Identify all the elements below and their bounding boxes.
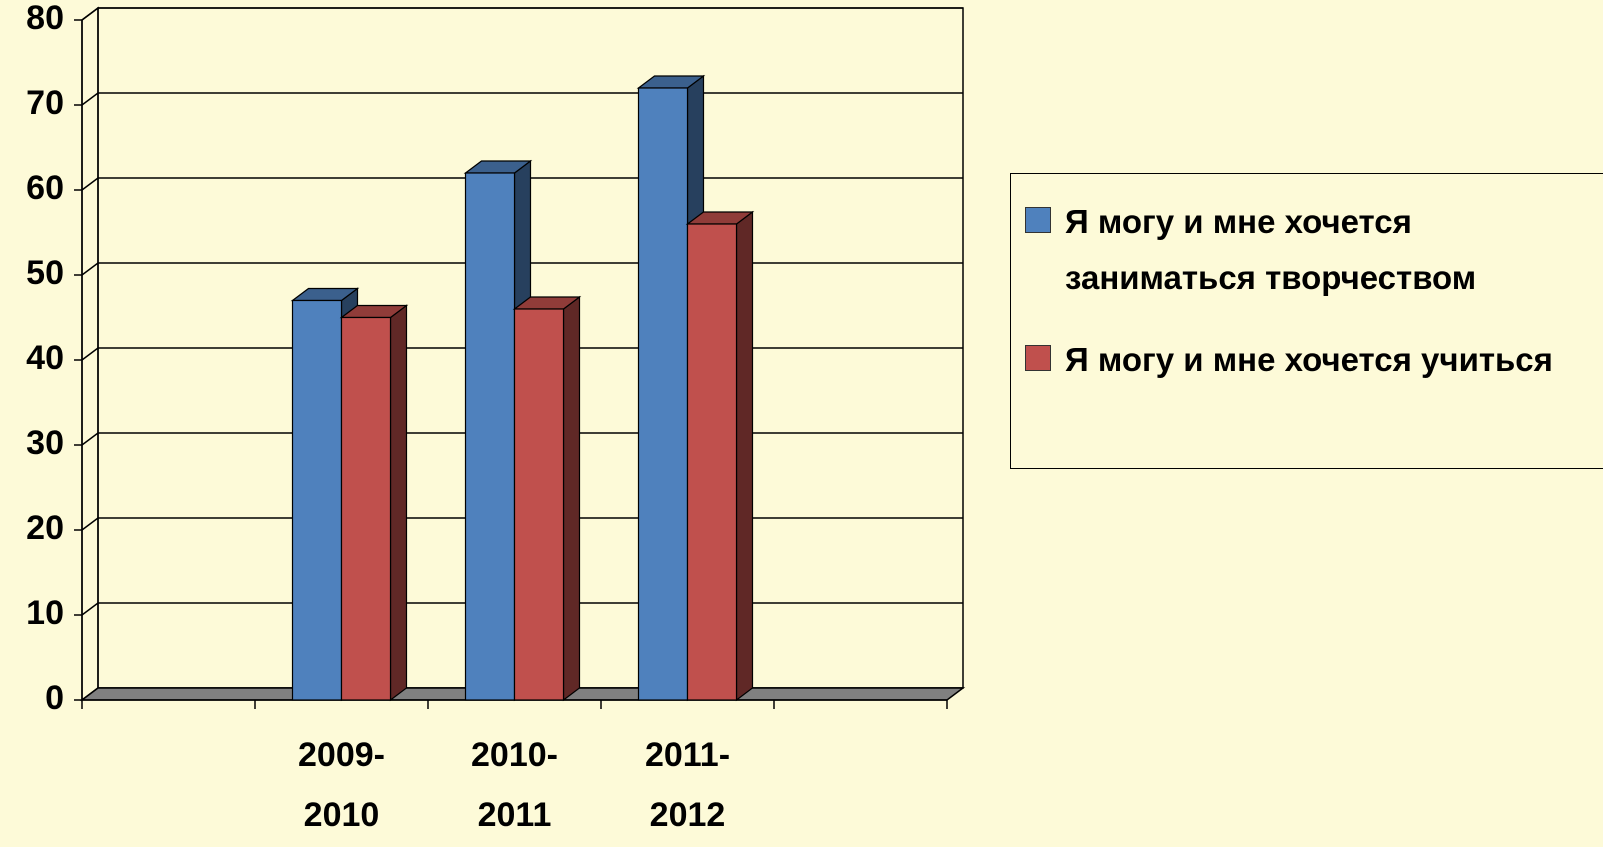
bar-front	[466, 173, 515, 700]
grid-line	[82, 8, 963, 20]
bar	[515, 297, 580, 700]
y-tick-label: 60	[26, 169, 64, 207]
bar-front	[639, 88, 688, 700]
legend-label: Я могу и мне хочется учиться	[1065, 332, 1585, 388]
x-tick-label: 2009- 2010	[255, 725, 428, 845]
bar-side	[564, 297, 580, 700]
legend-label: Я могу и мне хочется заниматься творчест…	[1065, 194, 1585, 306]
legend-swatch	[1025, 207, 1051, 233]
y-tick-label: 20	[26, 509, 64, 547]
x-tick-label: 2011- 2012	[601, 725, 774, 845]
legend: Я могу и мне хочется заниматься творчест…	[1010, 173, 1603, 469]
page: 0 10 20 30 40 50 60 70 80 Я могу и мне хочется з…	[0, 0, 1603, 847]
y-tick-label: 40	[26, 339, 64, 377]
bar	[688, 212, 753, 700]
bar-side	[391, 306, 407, 701]
bar-front	[515, 309, 564, 700]
bar-front	[688, 224, 737, 700]
bar-front	[293, 301, 342, 701]
y-tick-label: 30	[26, 424, 64, 462]
x-tick-label: 2010- 2011	[428, 725, 601, 845]
bar-side	[737, 212, 753, 700]
bar-front	[342, 318, 391, 701]
grid-line	[82, 93, 963, 105]
y-tick-label: 50	[26, 254, 64, 292]
y-tick-label: 80	[26, 0, 64, 37]
y-tick-label: 10	[26, 594, 64, 632]
y-tick-label: 0	[45, 679, 64, 717]
bar	[342, 306, 407, 701]
y-tick-label: 70	[26, 84, 64, 122]
legend-swatch	[1025, 345, 1051, 371]
